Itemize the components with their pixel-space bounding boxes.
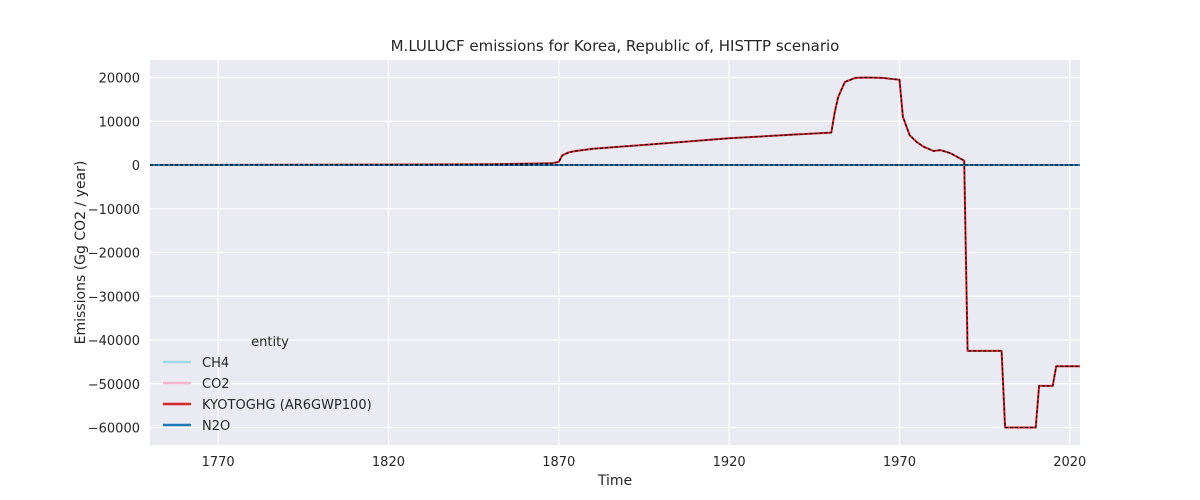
legend-entry: N2O: [163, 419, 230, 434]
y-tick-label: 0: [132, 159, 140, 174]
y-axis-label: Emissions (Gg CO2 / year): [73, 161, 89, 345]
legend-label: KYOTOGHG (AR6GWP100): [202, 398, 372, 413]
y-tick-label: 10000: [99, 115, 140, 130]
x-axis-ticks: 1770 1820 1870 1920 1970 2020: [202, 455, 1087, 470]
x-tick: 2020: [1053, 455, 1086, 470]
x-tick-label: 1870: [542, 455, 575, 470]
x-axis-label: Time: [597, 473, 632, 489]
y-tick: −10000: [88, 203, 140, 218]
y-tick: −30000: [88, 290, 140, 305]
y-tick-label: −20000: [88, 247, 140, 262]
x-tick-label: 2020: [1053, 455, 1086, 470]
y-tick-label: −50000: [88, 378, 140, 393]
legend-label: N2O: [202, 419, 230, 434]
legend-entry: CO2: [163, 377, 230, 392]
y-tick: −50000: [88, 378, 140, 393]
y-tick-label: 20000: [99, 72, 140, 87]
x-tick: 1970: [883, 455, 916, 470]
legend-label: CH4: [202, 356, 229, 371]
x-tick: 1820: [372, 455, 405, 470]
y-axis-ticks: 20000 10000 0 −10000 −20000 −30000 −40000 −5000…: [88, 72, 140, 437]
x-tick: 1870: [542, 455, 575, 470]
chart-title: M.LULUCF emissions for Korea, Republic o…: [391, 37, 840, 55]
y-tick-label: −60000: [88, 422, 140, 437]
x-tick-label: 1920: [713, 455, 746, 470]
x-tick-label: 1970: [883, 455, 916, 470]
legend: entity CH4 CO2 KYOTOGHG (AR6GWP100) N2O: [163, 335, 372, 434]
y-tick: 10000: [99, 115, 140, 130]
legend-entry: KYOTOGHG (AR6GWP100): [163, 398, 372, 413]
overlay-lines: [149, 76, 1080, 429]
x-tick-label: 1820: [372, 455, 405, 470]
y-tick-label: −30000: [88, 290, 140, 305]
y-tick: 0: [132, 159, 140, 174]
x-tick: 1920: [713, 455, 746, 470]
x-tick: 1770: [202, 455, 235, 470]
legend-title: entity: [251, 335, 289, 350]
y-tick: −20000: [88, 247, 140, 262]
legend-entry: CH4: [163, 356, 229, 371]
y-tick: −60000: [88, 422, 140, 437]
y-tick: −40000: [88, 334, 140, 349]
y-tick-label: −40000: [88, 334, 140, 349]
overlay-dashed-line: [149, 76, 1080, 429]
y-tick: 20000: [99, 72, 140, 87]
y-tick-label: −10000: [88, 203, 140, 218]
legend-label: CO2: [202, 377, 230, 392]
x-tick-label: 1770: [202, 455, 235, 470]
